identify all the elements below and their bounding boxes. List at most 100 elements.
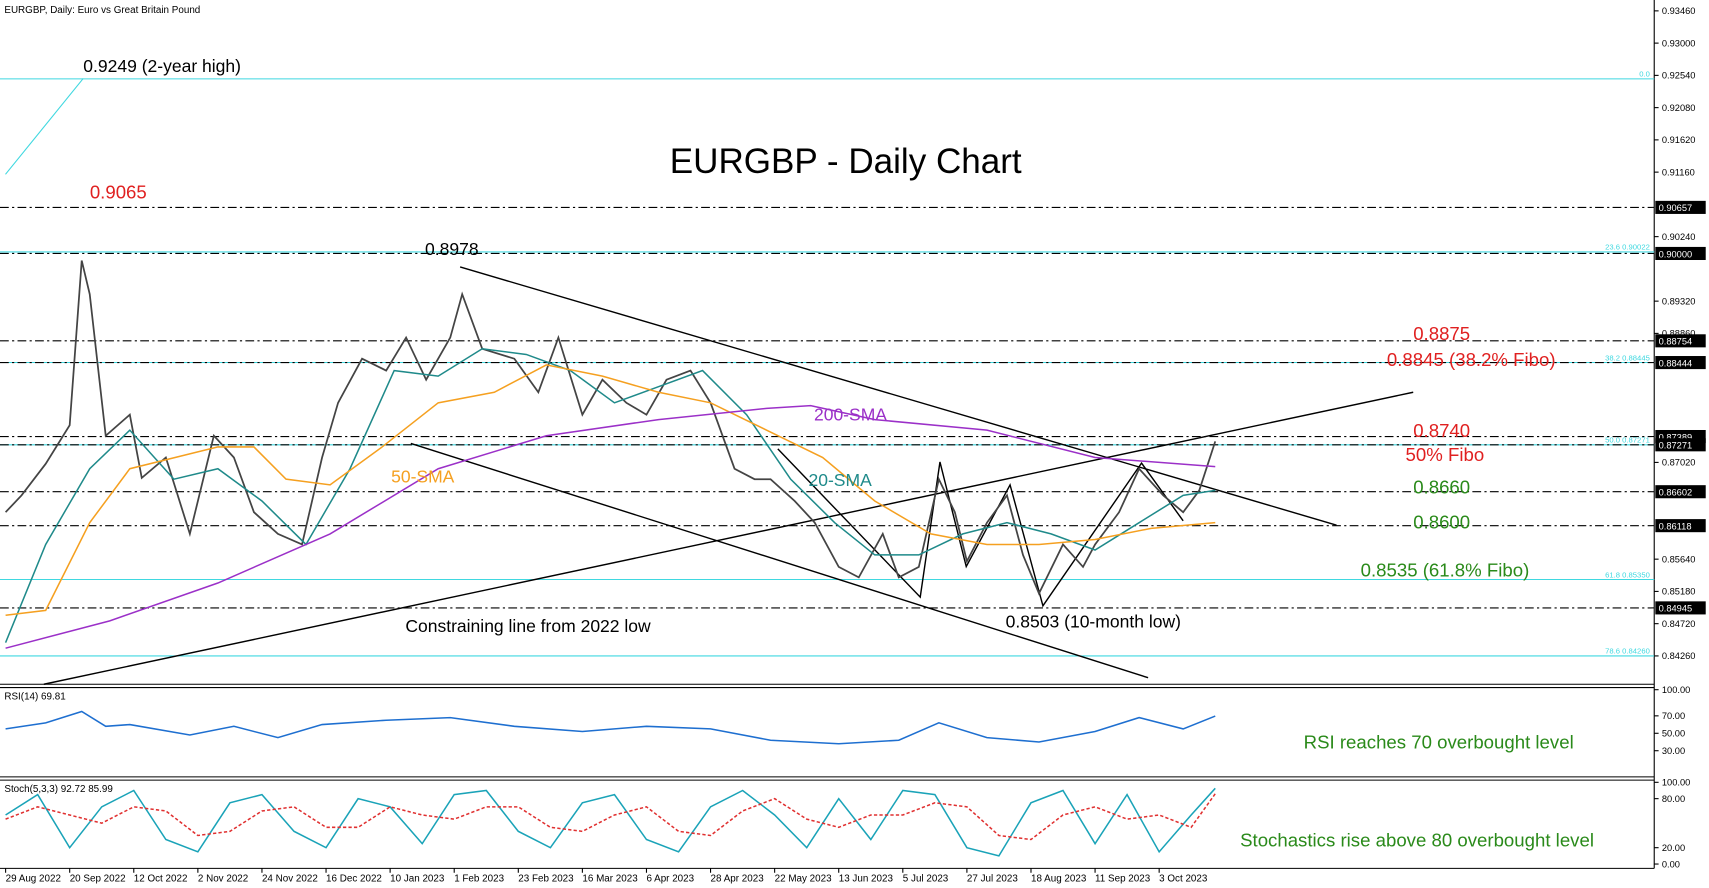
x-tick-label: 13 Jun 2023 bbox=[839, 873, 894, 884]
series-line bbox=[5, 364, 1216, 617]
x-tick-label: 1 Feb 2023 bbox=[454, 873, 504, 884]
y-tick-label: 0.84260 bbox=[1662, 651, 1696, 661]
annotation: 0.9065 bbox=[90, 181, 147, 202]
x-tick-label: 16 Mar 2023 bbox=[582, 873, 638, 884]
price-label-box bbox=[1655, 246, 1706, 261]
y-tick-label: 50.00 bbox=[1662, 729, 1685, 739]
annotation: Constraining line from 2022 low bbox=[405, 616, 651, 636]
fibo-label: 78.6 0.84260 bbox=[1605, 647, 1650, 656]
y-tick-label: 0.85180 bbox=[1662, 587, 1696, 597]
levels: 0.0 23.6 0.90022 38.2 0.88445 50.0 0.87271 6… bbox=[0, 70, 1655, 657]
annotation: 0.9249 (2-year high) bbox=[83, 56, 241, 76]
price-label-box bbox=[1655, 485, 1706, 499]
y-tick-label: 0.91160 bbox=[1662, 167, 1695, 177]
y-tick-label: 0.88860 bbox=[1662, 329, 1696, 339]
y-tick-label: 80.00 bbox=[1662, 794, 1685, 804]
x-tick-label: 27 Jul 2023 bbox=[967, 873, 1018, 884]
annotation: 0.8660 bbox=[1413, 477, 1470, 498]
x-tick-label: 2 Nov 2022 bbox=[198, 873, 248, 884]
price-label: 0.88754 bbox=[1659, 337, 1693, 347]
fibo-swing-line bbox=[5, 78, 84, 175]
x-tick-label: 22 May 2023 bbox=[775, 873, 833, 884]
y-tick-label: 0.93460 bbox=[1662, 6, 1696, 16]
price-label: 0.88444 bbox=[1659, 358, 1693, 368]
annotation: 0.8978 bbox=[425, 239, 479, 259]
chart-title: EURGBP - Daily Chart bbox=[670, 142, 1022, 181]
price-label: 0.90000 bbox=[1659, 249, 1693, 259]
x-tick-label: 12 Oct 2022 bbox=[134, 873, 188, 884]
series-label: 50-SMA bbox=[391, 467, 455, 487]
price-label-box bbox=[1655, 601, 1706, 615]
price-label-box bbox=[1655, 200, 1706, 214]
price-label-box bbox=[1655, 519, 1706, 533]
price-label: 0.86602 bbox=[1659, 488, 1693, 498]
x-tick-label: 11 Sep 2023 bbox=[1095, 873, 1151, 884]
y-tick-label: 0.00 bbox=[1662, 859, 1680, 869]
series-line bbox=[4, 260, 1217, 596]
x-tick-label: 29 Aug 2022 bbox=[6, 873, 61, 884]
plot-area: 29 Aug 2022 20 Sep 2022 12 Oct 2022 2 Nov 2… bbox=[4, 6, 1706, 884]
price-label-box bbox=[1655, 438, 1706, 452]
price-label: 0.87389 bbox=[1659, 432, 1693, 442]
series-label: 200-SMA bbox=[814, 405, 887, 425]
price-label-box bbox=[1655, 356, 1706, 370]
annotation: 0.8875 bbox=[1413, 323, 1470, 344]
trend-line bbox=[43, 391, 1414, 685]
series-line bbox=[5, 787, 1216, 857]
y-tick-label: 100.00 bbox=[1662, 685, 1690, 695]
y-tick-label: 100.00 bbox=[1662, 778, 1690, 788]
series-line bbox=[5, 793, 1216, 841]
chart-subtitle: EURGBP, Daily: Euro vs Great Britain Pou… bbox=[4, 5, 200, 16]
annotation: 0.8503 (10-month low) bbox=[1006, 612, 1181, 632]
panel-title: Stoch(5,3,3) 92.72 85.99 bbox=[4, 784, 112, 795]
y-tick-label: 0.89320 bbox=[1662, 296, 1696, 306]
x-tick-label: 23 Feb 2023 bbox=[518, 873, 574, 884]
price-label: 0.90657 bbox=[1659, 203, 1693, 213]
x-tick-label: 16 Dec 2022 bbox=[326, 873, 382, 884]
y-tick-label: 0.84720 bbox=[1662, 619, 1696, 629]
panel-note: RSI reaches 70 overbought level bbox=[1304, 732, 1574, 753]
panel-title: RSI(14) 69.81 bbox=[4, 692, 65, 703]
x-tick-label: 6 Apr 2023 bbox=[646, 873, 694, 884]
price-label: 0.86118 bbox=[1659, 521, 1692, 531]
x-tick-label: 20 Sep 2022 bbox=[70, 873, 126, 884]
x-tick-label: 18 Aug 2023 bbox=[1031, 873, 1087, 884]
y-tick-label: 0.85640 bbox=[1662, 554, 1696, 564]
trend-line bbox=[459, 266, 1337, 526]
price-label: 0.87271 bbox=[1659, 441, 1693, 451]
x-tick-label: 5 Jul 2023 bbox=[903, 873, 949, 884]
zigzag-line bbox=[777, 448, 1184, 608]
series-label: 20-SMA bbox=[808, 470, 872, 490]
price-label: 0.84945 bbox=[1659, 604, 1693, 614]
y-tick-label: 0.90240 bbox=[1662, 232, 1696, 242]
fibo-label: 23.6 0.90022 bbox=[1605, 243, 1650, 252]
y-tick-label: 0.92080 bbox=[1662, 103, 1696, 113]
series-line bbox=[5, 404, 1216, 649]
y-tick-label: 0.91620 bbox=[1662, 135, 1696, 145]
annotation: 0.8845 (38.2% Fibo) bbox=[1387, 349, 1556, 370]
series-line bbox=[5, 710, 1216, 745]
y-tick-label: 70.00 bbox=[1662, 711, 1685, 721]
annotation: 0.8535 (61.8% Fibo) bbox=[1361, 559, 1530, 580]
fibo-label: 50.0 0.87271 bbox=[1605, 436, 1650, 445]
price-label-box bbox=[1655, 334, 1706, 348]
panel-note: Stochastics rise above 80 overbought lev… bbox=[1240, 830, 1594, 851]
series-line bbox=[4, 347, 1216, 643]
x-tick-label: 3 Oct 2023 bbox=[1159, 873, 1208, 884]
annotation: 0.8600 bbox=[1413, 511, 1470, 532]
annotation: 50% Fibo bbox=[1406, 444, 1485, 465]
fibo-label: 0.0 bbox=[1639, 70, 1650, 79]
x-tick-label: 24 Nov 2022 bbox=[262, 873, 318, 884]
fibo-label: 38.2 0.88445 bbox=[1605, 353, 1650, 362]
y-tick-label: 0.87020 bbox=[1662, 458, 1696, 468]
y-tick-label: 0.92540 bbox=[1662, 71, 1696, 81]
y-tick-label: 30.00 bbox=[1662, 746, 1685, 756]
y-tick-label: 20.00 bbox=[1662, 843, 1685, 853]
fibo-label: 61.8 0.85350 bbox=[1605, 570, 1650, 579]
y-tick-label: 0.93000 bbox=[1662, 38, 1696, 48]
x-tick-label: 10 Jan 2023 bbox=[390, 873, 445, 884]
annotation: 0.8740 bbox=[1413, 420, 1470, 441]
